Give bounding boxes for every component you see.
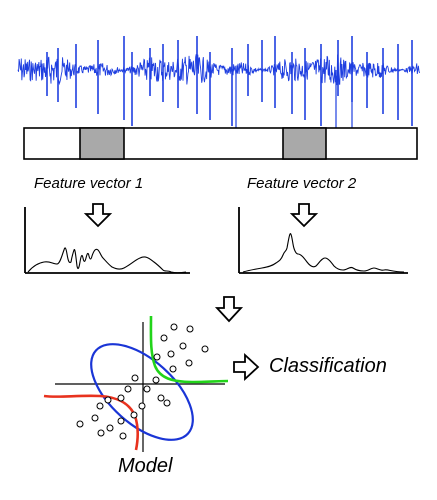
sample-point <box>97 429 105 437</box>
model-label: Model <box>118 455 173 477</box>
sample-point <box>169 365 177 373</box>
decision-boundary-green <box>149 315 229 384</box>
down-arrow-icon <box>289 203 319 228</box>
sample-point <box>124 385 132 393</box>
right-arrow-icon <box>233 352 260 382</box>
sample-point <box>131 374 139 382</box>
signal-waveform <box>17 36 420 136</box>
down-arrow-icon <box>83 203 113 228</box>
down-arrow-icon <box>214 296 244 323</box>
sample-point <box>185 359 193 367</box>
classifier-model <box>43 315 229 452</box>
spectrum-curve-1 <box>27 247 187 274</box>
sample-point <box>179 342 187 350</box>
feature-plot-2 <box>238 207 408 274</box>
sample-point <box>152 376 160 384</box>
sample-point <box>160 334 168 342</box>
sample-point <box>91 414 99 422</box>
sample-point <box>163 399 171 407</box>
signal-trace <box>17 54 420 86</box>
signal-spikes <box>46 36 413 136</box>
sample-point <box>76 420 84 428</box>
sample-point <box>138 402 146 410</box>
sample-point <box>117 417 125 425</box>
sample-point <box>201 345 209 353</box>
classification-label: Classification <box>269 355 387 377</box>
sample-point <box>104 396 112 404</box>
analysis-window-1 <box>79 127 125 160</box>
feature-vector-2-label: Feature vector 2 <box>247 175 357 192</box>
sample-point <box>96 402 104 410</box>
feature-vector-1-label: Feature vector 1 <box>34 175 144 192</box>
spectrum-curve-2 <box>242 233 405 273</box>
sample-point <box>119 432 127 440</box>
sample-point <box>143 385 151 393</box>
timeline-bar <box>23 127 418 160</box>
sample-point <box>167 350 175 358</box>
sample-points <box>76 323 209 440</box>
sample-point <box>106 424 114 432</box>
sample-point <box>130 411 138 419</box>
sample-point <box>186 325 194 333</box>
feature-plot-1 <box>24 207 190 274</box>
sample-point <box>157 394 165 402</box>
analysis-window-2 <box>282 127 327 160</box>
sample-point <box>117 394 125 402</box>
sample-point <box>170 323 178 331</box>
sample-point <box>153 353 161 361</box>
cluster-ellipse <box>90 343 194 441</box>
decision-boundary-red <box>43 394 140 451</box>
